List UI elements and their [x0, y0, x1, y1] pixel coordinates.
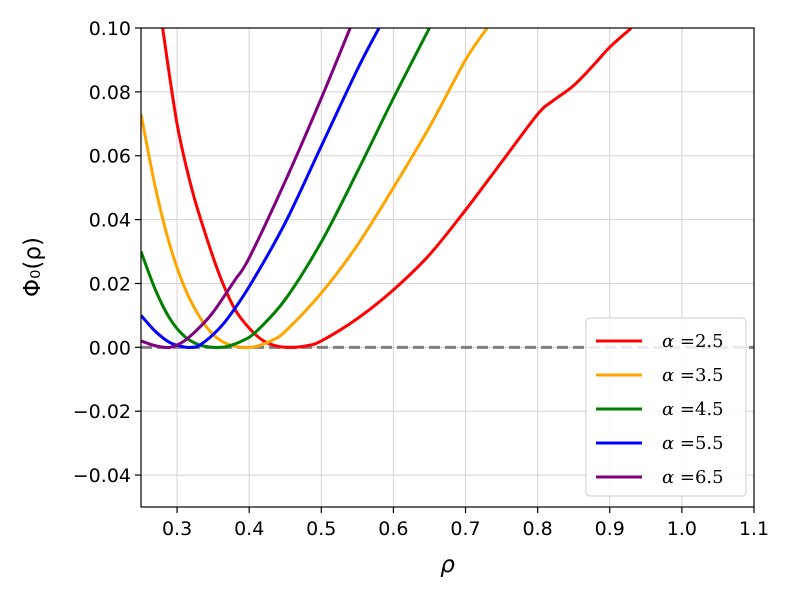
- y-tick-label: 0.04: [89, 210, 131, 232]
- y-tick-label: −0.04: [73, 465, 131, 487]
- y-tick-label: −0.02: [73, 401, 131, 423]
- legend-label: α =6.5: [662, 467, 724, 488]
- legend-label: α =5.5: [662, 433, 724, 454]
- series-line-3: [141, 28, 431, 350]
- x-tick-label: 1.0: [667, 518, 697, 540]
- series-line-5: [141, 28, 352, 350]
- plot-frame: [140, 27, 755, 508]
- x-tick-label: 0.9: [595, 518, 625, 540]
- x-tick-label: 0.6: [378, 518, 408, 540]
- x-tick-label: 0.8: [523, 518, 553, 540]
- x-tick-label: 0.3: [162, 518, 192, 540]
- legend-label: α =2.5: [662, 331, 724, 352]
- series-line-2: [141, 28, 489, 350]
- legend-box: [585, 317, 747, 497]
- legend: α =2.5 α =3.5 α =4.5 α =5.5 α =6.5: [585, 317, 747, 497]
- x-tick-label: 1.1: [739, 518, 769, 540]
- x-axis-label: ρ: [440, 552, 455, 578]
- y-tick-label: 0.08: [89, 82, 131, 104]
- legend-label: α =4.5: [662, 399, 724, 420]
- x-tick-label: 0.5: [306, 518, 336, 540]
- y-axis-label: Φ₀(ρ): [20, 237, 46, 297]
- x-axis-ticks: 0.3 0.4 0.5 0.6 0.7 0.8 0.9 1.0 1.1: [162, 507, 769, 540]
- x-tick-label: 0.4: [234, 518, 264, 540]
- y-tick-label: 0.02: [89, 273, 131, 295]
- y-axis-ticks: −0.04 −0.02 0.00 0.02 0.04 0.06 0.08 0.10: [73, 18, 141, 487]
- y-tick-label: 0.10: [89, 18, 131, 40]
- legend-label: α =3.5: [662, 365, 724, 386]
- y-tick-label: 0.00: [89, 337, 131, 359]
- series-line-1: [161, 28, 633, 349]
- series-line-4: [141, 28, 381, 350]
- series-lines: [141, 28, 633, 350]
- x-tick-label: 0.7: [450, 518, 480, 540]
- y-tick-label: 0.06: [89, 146, 131, 168]
